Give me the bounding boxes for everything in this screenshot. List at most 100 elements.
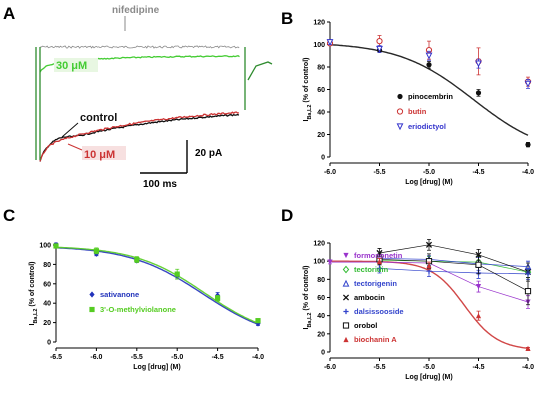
panel-c-xtick-label: -4.5 bbox=[212, 354, 224, 361]
panel-c-xtick-label: -6.5 bbox=[50, 354, 62, 361]
point-biochanin-a bbox=[426, 263, 432, 269]
point-3-o-methylviolanone bbox=[215, 295, 221, 301]
point-eriodictyol bbox=[376, 45, 383, 53]
panel-c-xtick-label: -6.0 bbox=[90, 354, 102, 361]
legend-marker-formononetin bbox=[343, 252, 349, 259]
trace-nifedipine bbox=[39, 45, 240, 49]
panel-b-xtick-label: -4.5 bbox=[472, 169, 484, 176]
legend-tectorigenin: tectorigenin bbox=[354, 279, 397, 288]
legend-marker-orobol bbox=[342, 322, 350, 329]
legend-marker-3-o-methylviolanone bbox=[89, 306, 95, 313]
panel-b-xlabel: Log [drug] (M) bbox=[405, 179, 452, 186]
legend-sativanone: sativanone bbox=[100, 290, 139, 299]
panel-b-ytick-label: 120 bbox=[313, 20, 325, 27]
panel-c-xtick-label: -5.5 bbox=[131, 354, 143, 361]
panel-b-xtick-label: -4.0 bbox=[522, 169, 534, 176]
point-ambocin bbox=[475, 251, 482, 258]
connector-tectorigenin bbox=[379, 258, 529, 267]
point-eriodictyol bbox=[475, 60, 482, 68]
panel-b-ytick-label: 20 bbox=[317, 132, 325, 139]
legend-dalsissooside: dalsissooside bbox=[354, 307, 404, 316]
point-3-o-methylviolanone bbox=[174, 271, 180, 277]
panel-d-ytick-label: 100 bbox=[313, 259, 325, 266]
scalebar-time-label: 100 ms bbox=[143, 179, 177, 190]
panel-b-ytick-label: 80 bbox=[317, 65, 325, 72]
panel-d: D 0 20 40 60 80 100 120 -6.0 -5.5 -5.0 -4.5 -4.0 Log… bbox=[281, 206, 534, 381]
panel-d-xtick-label: -4.5 bbox=[472, 364, 484, 371]
panel-d-ylabel: IBa,L2 (% of control) bbox=[303, 266, 313, 330]
point-formononetin bbox=[327, 259, 333, 265]
point-biochanin-a bbox=[525, 345, 531, 351]
panel-d-xtick-label: -4.0 bbox=[522, 364, 534, 371]
panel-d-xtick-label: -5.5 bbox=[373, 364, 385, 371]
panel-d-ytick-label: 0 bbox=[321, 350, 325, 357]
panel-d-ytick-label: 40 bbox=[317, 313, 325, 320]
point-dalsissooside bbox=[525, 271, 531, 277]
legend-3-o-methylviolanone: 3'-O-methylviolanone bbox=[100, 305, 176, 314]
label-30um-bg bbox=[54, 58, 98, 72]
point-butin bbox=[376, 38, 383, 45]
label-nifedipine: nifedipine bbox=[112, 5, 160, 16]
legend-marker-tectorigenin bbox=[342, 279, 350, 287]
legend-pinocembrin: pinocembrin bbox=[408, 92, 453, 101]
connector-ambocin bbox=[379, 244, 529, 273]
panel-b-ytick-label: 40 bbox=[317, 110, 325, 117]
panel-c-xlabel: Log [drug] (M) bbox=[133, 364, 180, 371]
panel-c-ytick-label: 0 bbox=[47, 340, 51, 347]
panel-d-ytick-label: 120 bbox=[313, 241, 325, 248]
panel-b-letter: B bbox=[281, 9, 293, 28]
legend-marker-pinocembrin bbox=[397, 93, 403, 100]
legend-marker-sativanone bbox=[89, 291, 95, 298]
point-3-o-methylviolanone bbox=[255, 318, 261, 324]
panel-b-ylabel: IBa,L2 (% of control) bbox=[303, 58, 313, 122]
label-10um: 10 μM bbox=[84, 149, 115, 161]
legend-marker-biochanin-a bbox=[343, 336, 349, 343]
panel-b-xtick-label: -5.5 bbox=[373, 169, 385, 176]
fit-curve-sativanone bbox=[55, 247, 259, 325]
fit-curve-3-o-methylviolanone bbox=[55, 246, 259, 324]
point-orobol bbox=[475, 261, 482, 268]
legend-marker-tectoridin bbox=[342, 265, 350, 274]
point-3-o-methylviolanone bbox=[53, 243, 59, 249]
scalebar-current-label: 20 pA bbox=[195, 148, 222, 159]
panel-c-letter: C bbox=[3, 206, 15, 225]
legend-ambocin: ambocin bbox=[354, 293, 385, 302]
panel-c-ytick-label: 60 bbox=[43, 281, 51, 288]
legend-marker-eriodictyol bbox=[396, 123, 404, 131]
panel-b: B 0 20 40 60 80 100 120 -6.0 -5.5 -5.0 -4.5 -4.0 Log… bbox=[281, 9, 534, 186]
control-pointer bbox=[61, 122, 79, 138]
panel-c: C 0 20 40 60 80 100 -6.5 -6.0 -5.5 -5.0 -4.5 -4.0 Lo… bbox=[3, 206, 264, 371]
legend-tectoridin: tectoridin bbox=[354, 265, 389, 274]
legend-orobol: orobol bbox=[354, 321, 377, 330]
panel-b-ytick-label: 0 bbox=[321, 155, 325, 162]
10um-pointer bbox=[67, 143, 83, 151]
point-eriodictyol bbox=[326, 39, 334, 46]
connector-orobol bbox=[379, 259, 529, 292]
point-3-o-methylviolanone bbox=[134, 256, 140, 263]
point-pinocembrin bbox=[426, 62, 432, 68]
panel-d-xtick-label: -6.0 bbox=[324, 364, 336, 371]
legend-biochanin-a: biochanin A bbox=[354, 335, 397, 344]
panel-a: A nifedipine 30 μM control 10 μM 20 pA 1… bbox=[3, 4, 273, 190]
point-3-o-methylviolanone bbox=[93, 248, 99, 254]
point-pinocembrin bbox=[525, 142, 531, 148]
connector-dalsissooside bbox=[379, 268, 529, 275]
trace-10um bbox=[39, 111, 240, 162]
panel-b-ytick-label: 100 bbox=[313, 42, 325, 49]
panel-b-xtick-label: -5.0 bbox=[423, 169, 435, 176]
label-30um: 30 μM bbox=[56, 60, 87, 72]
point-formononetin bbox=[475, 284, 482, 290]
panel-b-xtick-label: -6.0 bbox=[324, 169, 336, 176]
panel-c-xtick-label: -5.0 bbox=[171, 354, 183, 361]
point-orobol bbox=[524, 288, 532, 295]
connector-tectoridin bbox=[379, 259, 529, 273]
panel-d-ytick-label: 20 bbox=[317, 331, 325, 338]
legend-butin: butin bbox=[408, 107, 427, 116]
point-biochanin-a bbox=[475, 313, 482, 319]
panel-d-ytick-label: 60 bbox=[317, 295, 325, 302]
point-eriodictyol bbox=[524, 80, 532, 88]
legend-marker-dalsissooside bbox=[343, 308, 349, 315]
panel-d-xtick-label: -5.0 bbox=[423, 364, 435, 371]
label-control: control bbox=[80, 112, 117, 124]
